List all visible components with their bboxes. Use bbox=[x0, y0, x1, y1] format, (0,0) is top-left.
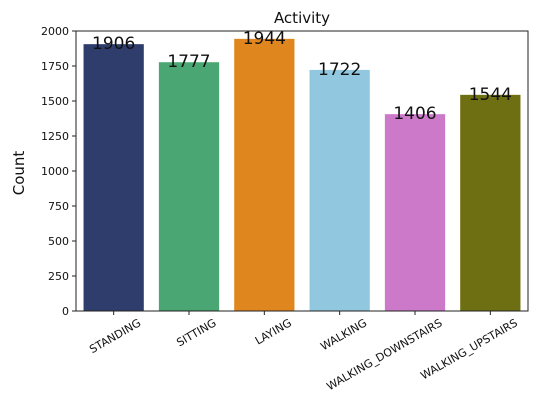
y-axis: 0 250 500 750 1000 1250 1500 1750 2000 bbox=[41, 25, 76, 318]
y-tick-label: 750 bbox=[48, 200, 69, 213]
data-label-standing: 1906 bbox=[92, 34, 135, 54]
x-tick-label: STANDING bbox=[87, 316, 143, 356]
y-tick-label: 1500 bbox=[41, 95, 69, 108]
x-axis: STANDING SITTING LAYING WALKINGWALKING_DOWN… bbox=[87, 311, 520, 393]
chart-title: Activity bbox=[274, 9, 330, 27]
bar-laying bbox=[234, 38, 295, 312]
data-label-sitting: 1777 bbox=[167, 52, 210, 72]
plot-frame bbox=[75, 30, 529, 312]
y-tick-label: 0 bbox=[62, 305, 69, 318]
y-tick-label: 1000 bbox=[41, 165, 69, 178]
data-labels-group: 1906 1777 1944 1722 1406 1544 bbox=[92, 29, 512, 124]
bar-walking bbox=[309, 69, 370, 311]
bar-walking-downstairs bbox=[384, 114, 446, 311]
x-tick-label: SITTING bbox=[174, 316, 218, 349]
data-label-walking-downstairs: 1406 bbox=[393, 104, 436, 124]
bar-standing bbox=[83, 44, 144, 311]
y-tick-label: 1250 bbox=[41, 130, 69, 143]
data-label-walking-upstairs: 1544 bbox=[469, 85, 512, 105]
y-tick-label: 2000 bbox=[41, 25, 69, 38]
y-tick-label: 250 bbox=[48, 270, 69, 283]
bars-group bbox=[83, 38, 521, 312]
bar-walking-upstairs bbox=[460, 94, 521, 311]
x-tick-label: LAYING bbox=[253, 316, 294, 347]
y-tick-label: 500 bbox=[48, 235, 69, 248]
bar-sitting bbox=[158, 62, 220, 311]
data-label-walking: 1722 bbox=[318, 60, 361, 80]
data-label-laying: 1944 bbox=[243, 29, 286, 49]
y-axis-label: Count bbox=[10, 151, 28, 196]
y-tick-label: 1750 bbox=[41, 60, 69, 73]
x-tick-label: WALKING bbox=[318, 316, 369, 353]
